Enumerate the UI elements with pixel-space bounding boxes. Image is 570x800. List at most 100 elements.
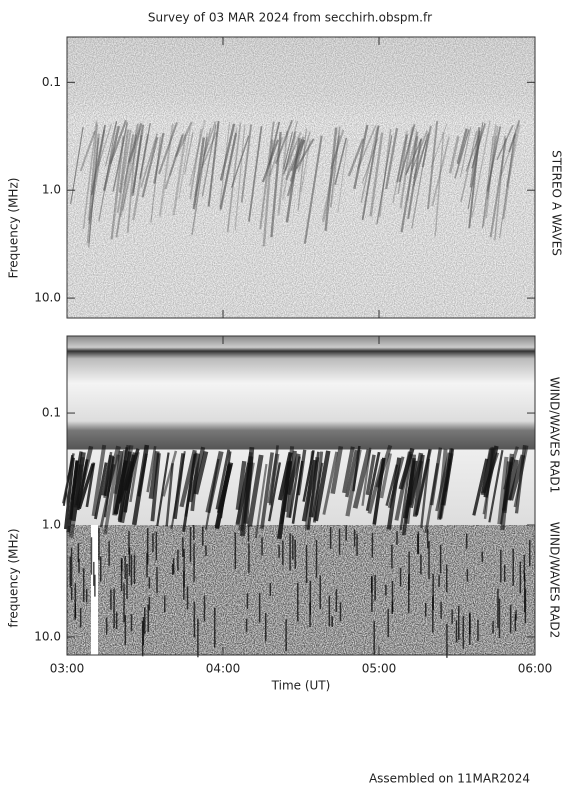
texture-streak [399, 126, 414, 209]
texture-streak [296, 449, 307, 496]
texture-streak [79, 130, 96, 172]
texture-streak [99, 463, 116, 528]
x-tick-label: 06:00 [518, 662, 553, 676]
texture-streak [226, 123, 242, 233]
texture-streak [141, 137, 159, 198]
texture-streak [386, 457, 402, 530]
texture-streak [407, 139, 423, 219]
texture-streak [286, 139, 306, 197]
texture-streak [283, 131, 294, 170]
texture-streak [396, 134, 408, 183]
texture-streak [277, 130, 289, 215]
texture-streak [262, 139, 274, 247]
texture-streak [277, 451, 293, 501]
texture-streak [164, 134, 184, 190]
texture-streak [88, 129, 106, 225]
texture-streak [502, 134, 516, 220]
texture-streak [297, 131, 311, 173]
texture-streak [189, 128, 203, 200]
texture-streak [146, 445, 157, 493]
texture-streak [286, 450, 297, 518]
texture-streak [219, 132, 238, 210]
texture-streak [148, 450, 160, 500]
texture-streak [150, 453, 161, 522]
texture-streak [508, 120, 521, 153]
texture-streak [360, 127, 379, 203]
texture-streak [123, 454, 136, 513]
texture-streak [302, 450, 315, 502]
footer: Assembled on 11MAR2024 [369, 772, 530, 786]
y-tick-label: 0.1 [42, 75, 61, 89]
texture-streak [270, 131, 282, 238]
texture-streak [127, 122, 143, 163]
texture-streak [352, 445, 361, 492]
texture-streak [413, 134, 429, 187]
texture-streak [365, 451, 381, 512]
texture-streak [397, 133, 409, 194]
texture-streak [123, 123, 139, 187]
texture-streak [431, 136, 450, 207]
texture-streak [235, 462, 251, 526]
texture-streak [361, 125, 380, 221]
texture-streak [103, 454, 120, 535]
texture-streak [140, 133, 158, 188]
texture-streak [219, 127, 238, 211]
texture-streak [330, 445, 344, 494]
texture-streak [329, 126, 341, 208]
texture-streak [193, 450, 209, 495]
texture-streak [88, 138, 99, 248]
texture-streak [205, 450, 224, 514]
texture-streak [85, 462, 96, 508]
texture-streak [126, 134, 137, 233]
texture-streak [406, 131, 419, 173]
texture-streak [247, 454, 264, 527]
texture-streak [494, 135, 506, 241]
texture-streak [456, 128, 468, 165]
side-label: WIND/WAVES RAD2 [548, 522, 562, 638]
texture-streak [411, 130, 428, 171]
texture-streak [334, 137, 348, 185]
texture-streak [448, 135, 460, 174]
texture-streak [202, 121, 217, 157]
texture-streak [297, 128, 308, 211]
texture-streak [76, 459, 89, 511]
texture-streak [182, 453, 197, 532]
texture-streak [369, 132, 384, 217]
texture-streak [472, 458, 489, 516]
texture-streak [97, 124, 112, 167]
texture-streak [471, 120, 491, 218]
texture-streak [497, 456, 509, 525]
side-label: STEREO A WAVES [550, 150, 564, 256]
texture-streak [345, 449, 359, 498]
texture-streak [101, 454, 115, 497]
texture-streak [172, 453, 186, 520]
texture-streak [306, 451, 320, 530]
texture-streak [514, 444, 527, 514]
texture-streak [234, 125, 246, 231]
texture-streak [114, 444, 131, 514]
texture-streak [284, 131, 297, 171]
texture-streak [179, 449, 197, 508]
texture-streak [480, 447, 495, 494]
x-tick-label: 04:00 [206, 662, 241, 676]
texture-streak [158, 123, 174, 217]
texture-streak [430, 123, 448, 168]
texture-streak [468, 130, 481, 229]
texture-streak [392, 130, 408, 203]
texture-streak [254, 463, 268, 539]
texture-streak [153, 132, 165, 184]
texture-streak [505, 124, 521, 188]
texture-streak [162, 450, 178, 497]
texture-streak [434, 132, 445, 236]
y-tick-label: 1.0 [42, 183, 61, 197]
texture-streak [385, 128, 399, 190]
texture-streak [486, 135, 497, 200]
texture-streak [347, 138, 365, 177]
texture-streak [235, 460, 247, 511]
texture-streak [352, 448, 372, 509]
texture-streak [459, 126, 472, 177]
texture-streak [488, 450, 504, 523]
x-tick-label: 03:00 [50, 662, 85, 676]
texture-streak [482, 136, 494, 229]
texture-streak [485, 124, 497, 219]
